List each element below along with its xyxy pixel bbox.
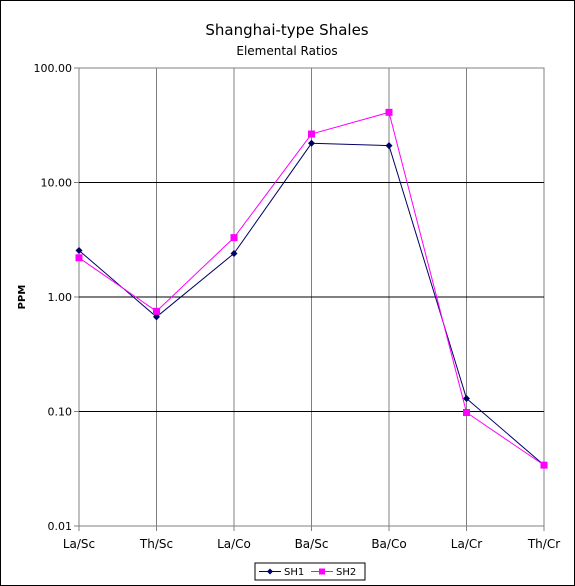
legend: SH1 SH2: [254, 562, 366, 581]
data-point: [385, 142, 393, 150]
legend-label: SH2: [336, 567, 356, 578]
x-tick-label: La/Cr: [451, 537, 482, 551]
data-point: [153, 307, 160, 315]
data-point: [385, 108, 393, 116]
data-point: [463, 394, 470, 402]
data-point: [308, 130, 315, 138]
legend-item-sh2: SH2: [311, 567, 356, 578]
x-tick-label: Ba/Sc: [295, 537, 329, 551]
x-tick-label: Th/Cr: [527, 537, 560, 551]
chart-subtitle: Elemental Ratios: [236, 44, 337, 58]
legend-swatch-marker: [319, 568, 325, 575]
x-axis-ticks: La/Sc Th/Sc La/Co Ba/Sc Ba/Co La/Cr Th/Cr: [63, 526, 560, 551]
data-point: [308, 139, 315, 147]
x-tick-label: La/Sc: [63, 537, 95, 551]
legend-box: [254, 562, 366, 581]
y-tick-label: 10.00: [41, 177, 73, 190]
y-tick-label: 100.00: [34, 62, 73, 75]
data-point: [153, 313, 160, 321]
x-tick-label: Ba/Co: [371, 537, 406, 551]
y-axis-ticks: 0.01 0.10 1.00 10.00 100.00: [34, 62, 79, 533]
data-point: [230, 249, 238, 257]
series-sh2: [75, 108, 548, 469]
data-point: [75, 254, 83, 262]
series-sh1: [75, 139, 548, 469]
legend-item-sh1: SH1: [259, 567, 304, 578]
legend-swatch-marker: [267, 568, 273, 575]
legend-label: SH1: [284, 567, 304, 578]
y-tick-label: 1.00: [48, 291, 73, 304]
y-tick-label: 0.10: [48, 406, 73, 419]
data-point: [75, 246, 83, 254]
data-point: [230, 234, 238, 242]
y-axis-label: PPM: [17, 285, 28, 310]
x-tick-label: Th/Sc: [139, 537, 173, 551]
data-point: [540, 461, 548, 469]
series-layer: [75, 108, 548, 469]
chart-title: Shanghai-type Shales: [205, 21, 368, 39]
x-tick-label: La/Co: [217, 537, 251, 551]
y-tick-label: 0.01: [48, 520, 73, 533]
data-point: [463, 409, 470, 417]
